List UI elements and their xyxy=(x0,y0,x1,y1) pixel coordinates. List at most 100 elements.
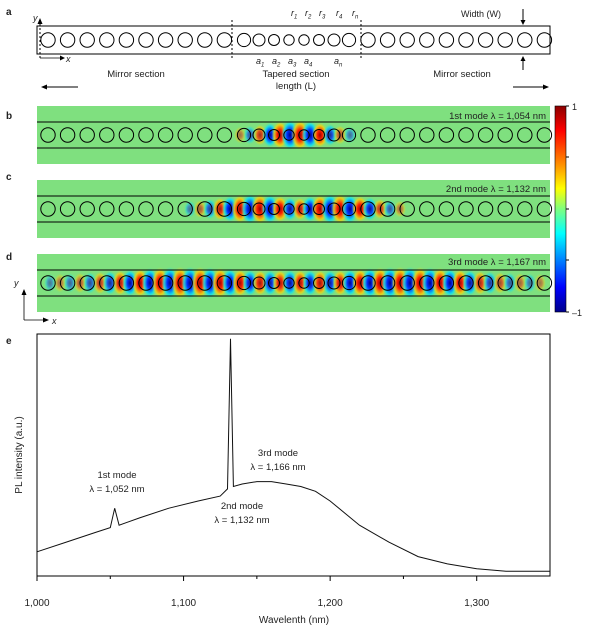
air-hole xyxy=(419,201,435,217)
air-hole xyxy=(177,275,193,291)
air-hole xyxy=(268,203,280,215)
air-hole xyxy=(59,127,76,143)
air-hole xyxy=(497,32,513,48)
axis-d-y-label: y xyxy=(13,278,19,288)
air-hole xyxy=(327,202,341,216)
axis-d-y-arrowhead xyxy=(21,289,27,295)
air-hole xyxy=(477,275,494,291)
x-tick-label: 1,100 xyxy=(171,598,196,609)
air-hole xyxy=(327,128,341,142)
air-hole xyxy=(79,275,95,291)
width-arrowhead-top xyxy=(520,20,526,25)
air-hole xyxy=(497,201,513,217)
air-hole xyxy=(216,32,233,48)
panel-e-letter: e xyxy=(6,336,12,347)
air-hole xyxy=(298,129,310,141)
air-hole xyxy=(197,201,213,217)
radii-labels: r1 r2 r3 r4 rn xyxy=(291,8,359,21)
air-hole xyxy=(298,203,310,215)
panel-a: a y x r1 r2 r3 r4 rn a1 a2 a3 a4 an Width (W) Mi… xyxy=(6,7,553,92)
air-hole xyxy=(197,275,213,291)
field-lobe xyxy=(493,271,507,295)
panel-e: e 1,000 1,100 1,200 1,300 PL intensity (a.u… xyxy=(6,333,551,626)
air-hole xyxy=(399,127,415,143)
panel-b: b 1st mode λ = 1,054 nm xyxy=(6,106,553,164)
air-hole xyxy=(138,275,154,291)
radius-subscript: 4 xyxy=(339,15,343,21)
air-hole xyxy=(177,32,193,48)
period-label: a3 xyxy=(288,56,297,69)
air-hole xyxy=(40,127,56,143)
spectrum-line xyxy=(36,338,550,572)
air-hole xyxy=(99,32,115,48)
mirror-left-arrowhead xyxy=(41,84,47,90)
air-hole xyxy=(399,32,415,48)
mirror-section-right-label: Mirror section xyxy=(433,69,491,80)
annotation-2nd-mode-wavelength: λ = 1,132 nm xyxy=(214,515,269,526)
hole-row-a xyxy=(40,32,553,48)
radius-subscript: 1 xyxy=(294,15,297,21)
radius-label: r4 xyxy=(336,8,343,21)
air-hole xyxy=(79,201,95,217)
radius-subscript: 3 xyxy=(322,15,326,21)
annotation-3rd-mode-name: 3rd mode xyxy=(258,448,298,459)
field-lobe xyxy=(243,125,257,145)
hole-row-d xyxy=(40,275,553,291)
air-hole xyxy=(379,201,396,217)
air-hole xyxy=(99,275,115,291)
field-lobes-c xyxy=(183,193,407,225)
x-tick-label: 1,000 xyxy=(24,598,49,609)
air-hole xyxy=(517,127,533,143)
air-hole xyxy=(360,127,376,143)
radius-subscript: 2 xyxy=(307,15,312,21)
field-lobe xyxy=(63,272,77,294)
panel-c-letter: c xyxy=(6,172,12,183)
chart-x-ticks: 1,000 1,100 1,200 1,300 xyxy=(24,576,490,609)
air-hole xyxy=(341,32,357,48)
axis-d-x-arrowhead xyxy=(43,317,49,323)
air-hole xyxy=(252,128,266,142)
annotation-3rd-mode-wavelength: λ = 1,166 nm xyxy=(250,462,305,473)
air-hole xyxy=(138,201,154,217)
air-hole xyxy=(419,32,435,48)
colorbar: 1 –1 xyxy=(554,102,582,318)
tapered-length-label: length (L) xyxy=(276,81,316,92)
air-hole xyxy=(458,275,474,291)
field-lobe xyxy=(523,272,537,294)
air-hole xyxy=(236,32,252,48)
air-hole xyxy=(477,127,494,143)
air-hole xyxy=(536,201,553,217)
air-hole xyxy=(477,201,494,217)
air-hole xyxy=(252,33,266,47)
air-hole xyxy=(419,275,435,291)
period-label: a2 xyxy=(272,56,281,69)
air-hole xyxy=(341,127,357,143)
axis-x-arrowhead xyxy=(60,55,65,61)
air-hole xyxy=(399,275,415,291)
air-hole xyxy=(236,201,252,217)
radius-label: r1 xyxy=(291,8,297,21)
air-hole xyxy=(40,201,56,217)
air-hole xyxy=(438,127,455,143)
air-hole xyxy=(283,203,295,215)
waveguide-outline xyxy=(36,25,551,55)
air-hole xyxy=(138,32,154,48)
air-hole xyxy=(157,275,174,291)
air-hole xyxy=(313,277,325,289)
air-hole xyxy=(536,275,553,291)
air-hole xyxy=(99,127,115,143)
air-hole xyxy=(438,201,455,217)
air-hole xyxy=(360,201,376,217)
panel-d: d 3rd mode λ = 1,167 nm y x xyxy=(6,252,553,326)
air-hole xyxy=(59,275,76,291)
axis-y-arrowhead xyxy=(37,18,43,24)
x-tick-label: 1,200 xyxy=(318,598,343,609)
chart-plot-area xyxy=(36,333,551,577)
field-lobe xyxy=(482,270,498,296)
air-hole xyxy=(379,127,396,143)
field-lobe xyxy=(513,272,527,294)
air-hole xyxy=(157,201,174,217)
field-lobe xyxy=(193,199,207,219)
air-hole xyxy=(517,275,533,291)
